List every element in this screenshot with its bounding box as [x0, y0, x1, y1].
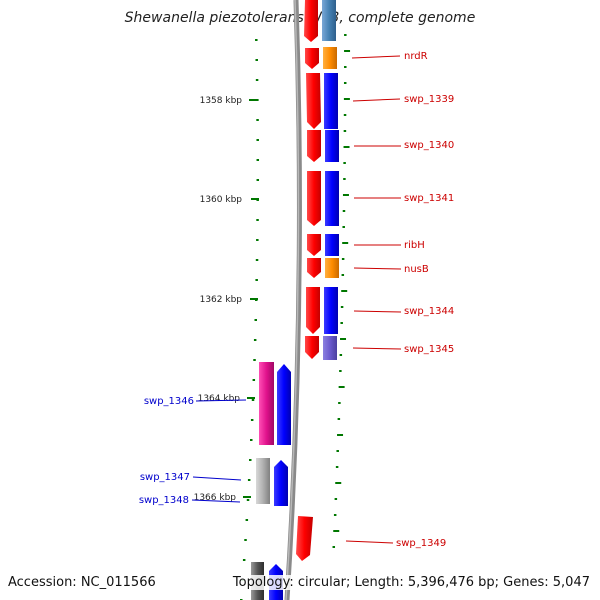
gene-arrow[interactable] [296, 516, 313, 561]
gene-cog-block[interactable] [325, 130, 339, 162]
kbp-label: 1364 kbp [198, 394, 241, 404]
gene-cog-block[interactable] [324, 73, 338, 129]
gene-label[interactable]: swp_1341 [404, 193, 454, 204]
gene-arrow[interactable] [307, 258, 321, 278]
gene-cog-block[interactable] [256, 458, 270, 504]
gene-arrow[interactable] [277, 364, 291, 445]
accession-text: Accession: NC_011566 [8, 575, 156, 590]
label-leader-line [352, 347, 402, 350]
gene-label[interactable]: swp_1348 [139, 495, 189, 506]
gene-cog-block[interactable] [324, 287, 338, 334]
gene-cog-block[interactable] [325, 258, 339, 278]
gene-label[interactable]: swp_1340 [404, 140, 454, 151]
gene-cog-block[interactable] [322, 0, 336, 41]
gene-arrow[interactable] [304, 0, 318, 42]
kbp-label: 1362 kbp [200, 295, 243, 305]
gene-arrow[interactable] [305, 336, 319, 359]
gene-label[interactable]: nrdR [404, 51, 428, 62]
gene-arrow[interactable] [307, 171, 321, 226]
label-leader-line [345, 540, 394, 544]
gene-label[interactable]: swp_1347 [140, 472, 190, 483]
gene-arrow[interactable] [305, 48, 319, 69]
kbp-scale: 1358 kbp 1360 kbp 1362 kbp 1364 kbp 1366… [194, 96, 259, 503]
gene-cog-block[interactable] [323, 47, 337, 69]
gene-arrow[interactable] [274, 460, 288, 506]
kbp-label: 1360 kbp [200, 195, 243, 205]
gene-arrow[interactable] [306, 73, 321, 129]
map-title: Shewanella piezotolerans WP3, complete g… [124, 10, 476, 26]
gene-cog-block[interactable] [325, 234, 339, 256]
gene-label[interactable]: ribH [404, 240, 425, 251]
genome-backbone [284, 0, 302, 600]
gene-labels: nrdR swp_1339 swp_1340 swp_1341 ribH nus… [139, 51, 454, 549]
label-leader-line [195, 399, 247, 402]
inner-tick-rail [240, 39, 260, 600]
label-leader-line [191, 499, 241, 503]
topology-text: Topology: circular; Length: 5,396,476 bp… [232, 575, 590, 590]
gene-track-right [296, 0, 339, 561]
label-leader-line [352, 98, 401, 102]
label-leader-line [353, 267, 402, 270]
gene-cog-block[interactable] [325, 171, 339, 226]
gene-label[interactable]: swp_1339 [404, 94, 454, 105]
gene-label[interactable]: swp_1349 [396, 538, 446, 549]
gene-arrow[interactable] [307, 234, 321, 256]
gene-track-left [251, 362, 291, 600]
label-leader-line [351, 55, 401, 59]
outer-tick-rail [332, 34, 351, 548]
gene-label[interactable]: swp_1345 [404, 344, 454, 355]
gene-cog-block[interactable] [323, 336, 337, 360]
gene-label[interactable]: swp_1344 [404, 306, 454, 317]
genome-backbone-highlight [285, 0, 300, 600]
label-leader-line [353, 310, 402, 313]
gene-cog-block[interactable] [259, 362, 274, 445]
kbp-label: 1366 kbp [194, 493, 237, 503]
kbp-label: 1358 kbp [200, 96, 243, 106]
gene-arrow[interactable] [307, 130, 321, 162]
gene-arrow[interactable] [306, 287, 320, 334]
gene-label[interactable]: swp_1346 [144, 396, 194, 407]
label-leader-line [192, 476, 242, 481]
gene-label[interactable]: nusB [404, 264, 429, 275]
